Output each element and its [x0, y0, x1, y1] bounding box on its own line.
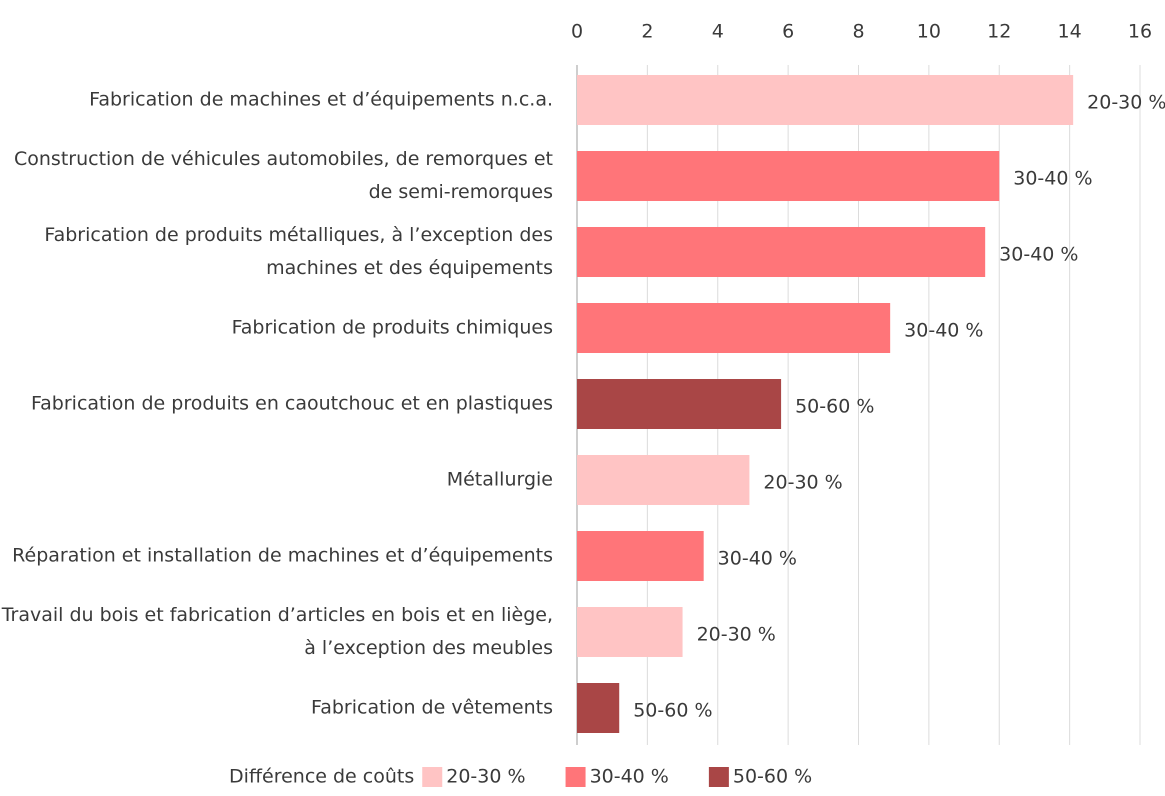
legend-swatch: [422, 767, 443, 787]
bar: [577, 303, 891, 353]
bar: [577, 531, 704, 581]
data-label: 30-40 %: [1013, 168, 1092, 190]
bar: [577, 683, 620, 733]
category-label: Fabrication de produits métalliques, à l…: [44, 224, 553, 279]
data-label: 20-30 %: [1087, 92, 1165, 114]
x-tick-label: 14: [1058, 21, 1082, 43]
bar: [577, 455, 750, 505]
legend-title: Différence de coûts: [229, 766, 414, 788]
x-tick-label: 8: [852, 21, 864, 43]
x-tick-label: 0: [571, 21, 583, 43]
x-tick-label: 12: [987, 21, 1011, 43]
bar: [577, 75, 1074, 125]
legend-swatch: [708, 767, 729, 787]
legend-label: 30-40 %: [590, 766, 669, 788]
category-label: Réparation et installation de machines e…: [12, 544, 553, 567]
bar: [577, 607, 683, 657]
category-label: Fabrication de produits en caoutchouc et…: [30, 392, 553, 415]
data-label: 50-60 %: [795, 396, 874, 418]
data-label: 30-40 %: [718, 548, 797, 570]
category-label: Fabrication de machines et d’équipements…: [89, 88, 553, 111]
category-label: Métallurgie: [446, 468, 553, 491]
data-label: 30-40 %: [999, 244, 1078, 266]
legend-label: 20-30 %: [446, 766, 525, 788]
x-tick-label: 10: [917, 21, 941, 43]
data-label: 20-30 %: [763, 472, 842, 494]
x-tick-label: 2: [641, 21, 653, 43]
x-tick-label: 6: [782, 21, 794, 43]
category-label: Construction de véhicules automobiles, d…: [14, 148, 553, 203]
x-tick-label: 4: [712, 21, 724, 43]
bar: [577, 227, 986, 277]
legend-swatch: [565, 767, 586, 787]
bar: [577, 379, 782, 429]
data-label: 30-40 %: [904, 320, 983, 342]
x-tick-label: 16: [1128, 21, 1152, 43]
legend-label: 50-60 %: [733, 766, 812, 788]
category-label: Travail du bois et fabrication d’article…: [1, 604, 553, 659]
data-label: 20-30 %: [697, 624, 776, 646]
category-label: Fabrication de vêtements: [311, 696, 553, 719]
data-label: 50-60 %: [633, 700, 712, 722]
category-label: Fabrication de produits chimiques: [231, 316, 553, 339]
bar: [577, 151, 1000, 201]
